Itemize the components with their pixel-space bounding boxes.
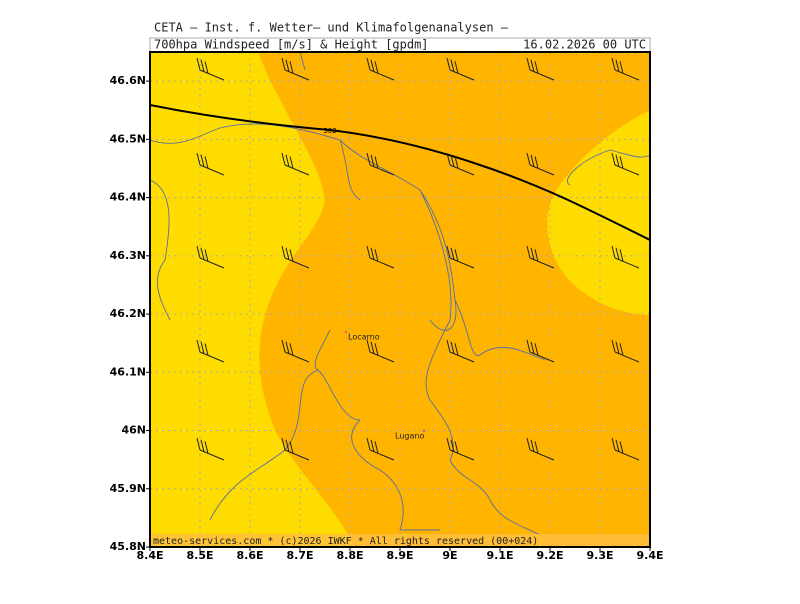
x-tick-label: 8.7E: [286, 549, 313, 562]
x-tick-label: 9E: [442, 549, 457, 562]
x-tick-label: 9.3E: [586, 549, 613, 562]
x-tick-label: 8.5E: [186, 549, 213, 562]
wind-barb: [526, 437, 555, 461]
x-tick-label: 8.9E: [386, 549, 413, 562]
wind-barb: [526, 245, 555, 269]
contour-label: 302: [323, 127, 336, 135]
x-tick-label: 9.2E: [536, 549, 563, 562]
wind-barb: [366, 339, 395, 363]
wind-barb: [446, 437, 475, 461]
y-tick-label: 46.1N: [110, 365, 146, 378]
field-high: [258, 52, 650, 547]
wind-barb: [446, 245, 475, 269]
place-label: Locarno: [348, 333, 380, 342]
header-date: 16.02.2026 00 UTC: [523, 38, 646, 52]
wind-barb: [281, 339, 310, 363]
x-tick-label: 8.6E: [236, 549, 263, 562]
wind-barb: [281, 57, 310, 81]
footer-band: [150, 534, 650, 547]
place-label: Lugano: [395, 432, 424, 441]
wind-barb: [526, 57, 555, 81]
wind-barb: [366, 245, 395, 269]
wind-barb: [446, 57, 475, 81]
x-tick-label: 8.4E: [136, 549, 163, 562]
wind-barb: [366, 437, 395, 461]
wind-barb: [611, 339, 640, 363]
wind-barb: [526, 152, 555, 176]
y-tick-label: 46.3N: [110, 249, 146, 262]
y-tick-label: 46N: [121, 424, 146, 437]
place-dot: [344, 330, 348, 334]
grid: [150, 52, 650, 547]
wind-barb: [196, 339, 225, 363]
place-dot: [422, 429, 426, 433]
x-tick-label: 9.1E: [486, 549, 513, 562]
y-tick-label: 46.6N: [110, 74, 146, 87]
wind-barb: [366, 152, 395, 176]
wind-barb: [196, 437, 225, 461]
y-tick-label: 45.8N: [110, 540, 146, 553]
wind-barb: [446, 339, 475, 363]
wind-barb: [611, 245, 640, 269]
x-tick-label: 8.8E: [336, 549, 363, 562]
wind-barb: [196, 152, 225, 176]
y-tick-label: 46.2N: [110, 307, 146, 320]
wind-barb: [611, 57, 640, 81]
wind-barb: [281, 437, 310, 461]
wind-barb: [611, 437, 640, 461]
wind-barb: [281, 152, 310, 176]
height-contour: [150, 104, 650, 241]
wind-barb: [446, 152, 475, 176]
footer: meteo-services.com * (c)2026 IWKF * All …: [153, 536, 538, 547]
wind-barb: [611, 152, 640, 176]
y-tick-label: 46.4N: [110, 191, 146, 204]
header-subtitle: 700hpa_Windspeed_[m/s]_&_Height_[gpdm]: [154, 38, 429, 52]
wind-barb: [281, 245, 310, 269]
wind-barb: [366, 57, 395, 81]
header-title: CETA – Inst. f. Wetter– und Klimafolgena…: [154, 21, 509, 35]
x-tick-label: 9.4E: [636, 549, 663, 562]
map-area: 302 Locarno Lugano meteo-services.com * …: [150, 52, 650, 547]
y-tick-label: 45.9N: [110, 482, 146, 495]
y-tick-label: 46.5N: [110, 132, 146, 145]
wind-barb: [196, 245, 225, 269]
wind-barbs: [196, 57, 640, 461]
wind-barb: [196, 57, 225, 81]
wind-barb: [526, 339, 555, 363]
